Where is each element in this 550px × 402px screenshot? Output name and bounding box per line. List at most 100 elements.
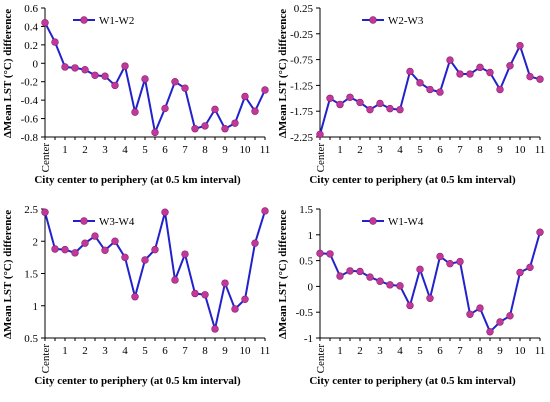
y-tick-label: 1 (308, 230, 314, 242)
data-point (386, 281, 394, 289)
x-tick-label: 9 (222, 345, 228, 357)
legend-marker (369, 217, 377, 225)
x-tick-label: Center (315, 143, 327, 173)
y-tick-label: -2.25 (290, 132, 313, 144)
y-tick-label: 0.6 (24, 3, 38, 15)
x-tick-label: Center (315, 344, 327, 374)
y-tick-label: 2.5 (24, 204, 38, 216)
data-point (51, 245, 59, 253)
data-point (91, 71, 99, 79)
x-tick-label: 7 (457, 345, 463, 357)
series-line (44, 22, 266, 134)
x-tick-label: 1 (337, 345, 343, 357)
data-point (366, 273, 374, 281)
x-tick-label: 4 (397, 345, 403, 357)
y-tick-label: -0.6 (21, 114, 39, 126)
x-tick-label: 11 (260, 144, 271, 156)
y-tick-label: 1.5 (299, 204, 313, 216)
data-point (436, 252, 444, 261)
data-point (346, 93, 354, 101)
x-tick-label: 1 (337, 144, 343, 156)
x-tick-label: 5 (142, 144, 148, 156)
data-point (496, 318, 504, 326)
legend-marker (80, 16, 88, 24)
data-point (111, 237, 119, 245)
y-tick-label: 0.5 (24, 333, 38, 345)
data-point (61, 245, 69, 254)
y-tick-label: 1.5 (24, 269, 38, 281)
chart-panel-w1-w4: -1 -0.5 0 0.5 1 1.5 Center 1 2 3 4 5 6 7 8 9 10 11 W1-W4 Δ… (275, 201, 550, 402)
data-point (91, 232, 99, 240)
y-tick-label: 0.2 (24, 40, 38, 52)
y-axis-title: ΔMean LST (°C) difference (277, 209, 289, 339)
data-point (251, 239, 259, 247)
y-tick-label: 0.5 (299, 256, 313, 268)
x-tick-label: 6 (162, 144, 168, 156)
y-tick-label: 0.4 (24, 21, 38, 33)
x-tick-label: 8 (202, 144, 208, 156)
x-tick-label: 10 (240, 345, 252, 357)
data-point (486, 328, 494, 336)
chart-svg: -1 -0.5 0 0.5 1 1.5 Center 1 2 3 4 5 6 7 8 9 10 11 W1-W4 (296, 204, 546, 374)
data-point (406, 301, 414, 310)
data-point (191, 125, 199, 133)
data-point (151, 245, 159, 254)
x-tick-label: 3 (102, 144, 108, 156)
data-point (141, 75, 149, 83)
data-point (366, 105, 374, 114)
x-tick-label: 4 (397, 144, 403, 156)
x-tick-label: 1 (62, 345, 68, 357)
chart-svg: -0.8 -0.6 -0.4 -0.2 0 0.2 0.4 0.6 Center 1 2 3 4 5 6 7 8… (21, 3, 271, 173)
data-point (211, 325, 219, 333)
x-axis-title: City center to periphery (at 0.5 km inte… (34, 375, 241, 387)
x-tick-label: 8 (202, 345, 208, 357)
data-point (506, 312, 514, 320)
x-tick-label: Center (40, 143, 52, 173)
x-tick-label: 6 (162, 345, 168, 357)
data-point (161, 104, 169, 113)
y-tick-label: -0.75 (290, 55, 313, 67)
y-tick-label: -0.2 (21, 77, 38, 89)
x-tick-label: 5 (417, 144, 423, 156)
data-point (221, 279, 229, 287)
legend-marker (369, 16, 377, 24)
data-point (221, 125, 229, 133)
legend-label: W2-W3 (388, 15, 424, 27)
data-point (171, 276, 179, 284)
x-tick-label: 11 (535, 144, 546, 156)
y-axis-title: ΔMean LST (°C) difference (277, 8, 289, 138)
data-point (526, 72, 534, 81)
data-point (71, 64, 79, 72)
data-point (131, 293, 139, 301)
x-axis-title: City center to periphery (at 0.5 km inte… (34, 174, 241, 186)
chart-panel-w3-w4: 0.5 1 1.5 2 2.5 Center 1 2 3 4 5 6 7 8 9 10 11 W3-W4 ΔMea… (0, 201, 275, 402)
data-point (201, 291, 209, 299)
x-tick-label: 3 (377, 144, 383, 156)
x-axis-title: City center to periphery (at 0.5 km inte… (309, 174, 516, 186)
data-point (51, 38, 59, 46)
data-point (476, 304, 484, 312)
data-point (426, 294, 434, 302)
data-point (356, 98, 364, 107)
data-point (416, 265, 424, 274)
chart-svg: -2.25 -1.75 -1.25 -0.75 -0.25 0.25 Center 1 2 3 4 5… (290, 3, 546, 173)
x-tick-label: 5 (417, 345, 423, 357)
chart-panel-w2-w3: -2.25 -1.75 -1.25 -0.75 -0.25 0.25 Center 1 2 3 4 5… (275, 0, 550, 201)
data-point (131, 108, 139, 116)
data-point (241, 92, 249, 101)
data-point (336, 272, 344, 280)
data-point (101, 72, 109, 80)
legend-label: W1-W2 (99, 15, 134, 27)
data-point (466, 310, 474, 318)
data-point (231, 119, 239, 127)
x-tick-label: 2 (82, 144, 88, 156)
x-axis-title: City center to periphery (at 0.5 km inte… (309, 375, 516, 387)
x-tick-label: 8 (477, 345, 483, 357)
data-point (426, 85, 434, 94)
data-point (316, 130, 324, 139)
data-point (41, 19, 49, 27)
data-point (326, 94, 334, 103)
data-point (516, 41, 524, 50)
data-point (261, 207, 269, 215)
